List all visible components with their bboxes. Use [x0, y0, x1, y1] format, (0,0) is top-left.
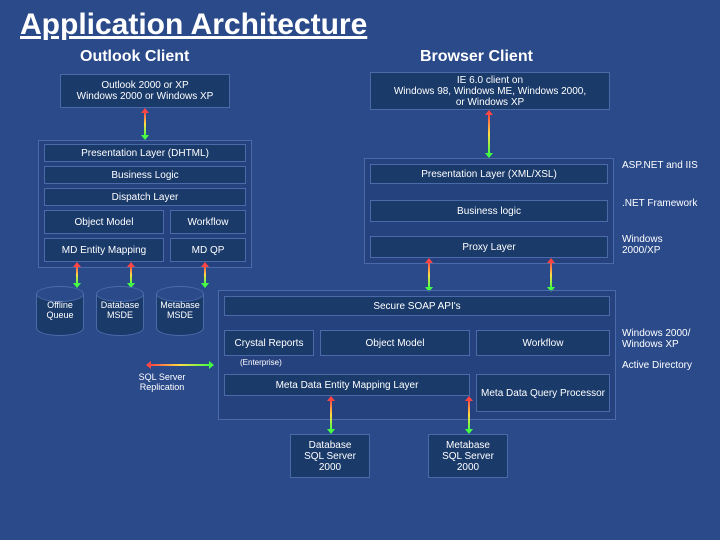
section-right-title: Browser Client — [420, 48, 533, 66]
workflow2-box: Workflow — [476, 330, 610, 356]
arrow-md1 — [76, 266, 78, 284]
meta-msde-label: Metabase MSDE — [156, 300, 204, 320]
obj-model2-box: Object Model — [320, 330, 470, 356]
pres-dhtml-box: Presentation Layer (DHTML) — [44, 144, 246, 162]
crystal-box: Crystal Reports — [224, 330, 314, 356]
ad-note: Active Directory — [622, 360, 712, 371]
outlook-client-box: Outlook 2000 or XP Windows 2000 or Windo… — [60, 74, 230, 108]
section-left-title: Outlook Client — [80, 48, 189, 66]
biz-logic-box: Business Logic — [44, 166, 246, 184]
page-title: Application Architecture — [0, 0, 720, 44]
offline-queue-cyl: Offline Queue — [36, 286, 84, 338]
object-model-box: Object Model — [44, 210, 164, 234]
dotnet-note: .NET Framework — [622, 198, 702, 209]
win2kxp-note: Windows 2000/XP — [622, 234, 702, 256]
arrow-db1 — [330, 400, 332, 430]
arrow-proxy2 — [550, 262, 552, 288]
metabase-sql-box: Metabase SQL Server 2000 — [428, 434, 508, 478]
proxy-box: Proxy Layer — [370, 236, 608, 258]
arrow-sql-repl — [150, 364, 210, 366]
ie-client-box: IE 6.0 client on Windows 98, Windows ME,… — [370, 72, 610, 110]
win2kxp2-note: Windows 2000/ Windows XP — [622, 328, 712, 350]
workflow-box: Workflow — [170, 210, 246, 234]
sql-repl-label: SQL Server Replication — [122, 372, 202, 392]
arrow-md2 — [130, 266, 132, 284]
arrow-outlook-down — [144, 112, 146, 136]
soap-box: Secure SOAP API's — [224, 296, 610, 316]
asp-note: ASP.NET and IIS — [622, 160, 702, 171]
meta-query-box: Meta Data Query Processor — [476, 374, 610, 412]
md-qp-box: MD QP — [170, 238, 246, 262]
arrow-proxy1 — [428, 262, 430, 288]
db-sql-box: Database SQL Server 2000 — [290, 434, 370, 478]
arrow-db2 — [468, 400, 470, 430]
enterprise-note: (Enterprise) — [240, 358, 282, 367]
meta-mapping-box: Meta Data Entity Mapping Layer — [224, 374, 470, 396]
db-msde-label: Database MSDE — [96, 300, 144, 320]
meta-msde-cyl: Metabase MSDE — [156, 286, 204, 338]
arrow-ie-down — [488, 114, 490, 154]
md-entity-box: MD Entity Mapping — [44, 238, 164, 262]
dispatch-box: Dispatch Layer — [44, 188, 246, 206]
db-msde-cyl: Database MSDE — [96, 286, 144, 338]
offline-queue-label: Offline Queue — [36, 300, 84, 320]
pres-xml-box: Presentation Layer (XML/XSL) — [370, 164, 608, 184]
arrow-md3 — [204, 266, 206, 284]
crystal-label: Crystal Reports — [235, 338, 304, 349]
biz-logic2-box: Business logic — [370, 200, 608, 222]
